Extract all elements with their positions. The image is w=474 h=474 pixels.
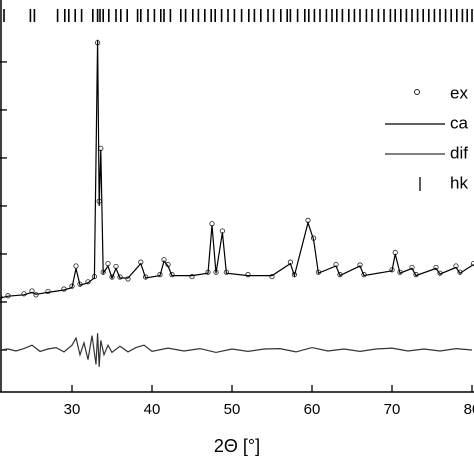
legend-label: dif — [450, 143, 468, 162]
data-point — [29, 288, 35, 294]
data-line — [0, 39, 474, 299]
legend-symbol — [414, 89, 420, 95]
x-tick-label: 80 — [464, 401, 474, 418]
data-point — [33, 292, 39, 298]
x-tick-label: 50 — [224, 401, 241, 418]
data-point — [433, 264, 439, 271]
legend-label: ex — [450, 83, 468, 102]
data-point — [45, 288, 51, 295]
x-tick-label: 60 — [304, 401, 321, 418]
data-point — [69, 283, 75, 289]
data-point — [157, 272, 163, 278]
x-axis-label: 2Θ [°] — [214, 436, 260, 456]
data-point — [269, 273, 275, 280]
legend-label: hk — [450, 173, 468, 192]
x-tick-label: 40 — [144, 401, 161, 418]
data-point — [189, 273, 195, 280]
legend-label: ca — [450, 113, 469, 132]
x-tick-label: 70 — [384, 401, 401, 418]
data-point — [73, 263, 79, 269]
data-point — [143, 274, 149, 280]
data-point — [169, 272, 175, 278]
data-point — [125, 276, 131, 282]
data-point — [245, 272, 251, 278]
data-line — [0, 333, 473, 367]
data-point — [117, 274, 123, 280]
x-tick-label: 30 — [64, 401, 81, 418]
